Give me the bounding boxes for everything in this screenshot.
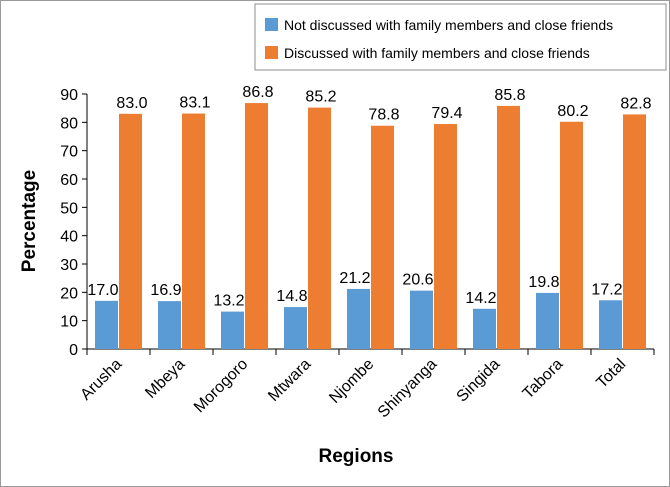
data-label: 17.0 [87,282,118,299]
bar-not-discussed [221,311,244,349]
data-label: 78.8 [368,107,399,124]
data-label: 19.8 [528,274,559,291]
bar-not-discussed [599,300,622,349]
bar-discussed [245,103,268,349]
bar-not-discussed [473,308,496,349]
data-label: 14.2 [465,290,496,307]
bar-discussed [623,114,646,350]
x-tick-label: Total [593,356,629,392]
y-tick-label: 30 [60,257,78,274]
data-label: 83.0 [116,95,147,112]
legend-box [254,3,667,71]
bar-discussed [119,113,142,349]
y-tick-label: 80 [60,115,78,132]
legend-label-not-discussed: Not discussed with family members and cl… [284,17,613,33]
x-tick-label: Mbeya [142,356,188,402]
y-tick-label: 20 [60,285,78,302]
data-label: 82.8 [620,95,651,112]
y-tick-label: 90 [60,87,78,104]
legend: Not discussed with family members and cl… [254,3,667,71]
x-tick-label: Shinyanga [375,356,441,422]
x-tick-label: Arusha [77,356,125,404]
plot-area: 0 10 20 30 40 50 60 70 80 90 Arusha Mbeya Morogoro Mt… [60,84,655,422]
data-label: 17.2 [591,281,622,298]
x-tick-label: Morogoro [191,356,252,417]
data-label: 21.2 [339,270,370,287]
y-tick-label: 70 [60,144,78,161]
y-tick-label: 60 [60,172,78,189]
x-tick-label: Mtwara [265,356,314,405]
legend-swatch-not-discussed [265,18,278,31]
bar-not-discussed [95,300,118,349]
bar-not-discussed [410,290,433,349]
x-tick-label: Tabora [520,356,567,403]
data-label: 14.8 [276,288,307,305]
bar-discussed [308,107,331,349]
data-label: 13.2 [213,293,244,310]
bar-not-discussed [284,307,307,349]
y-axis-title: Percentage [19,170,40,272]
data-label: 16.9 [150,282,181,299]
bar-discussed [497,105,520,350]
bar-discussed [434,124,457,350]
data-label: 80.2 [557,103,588,120]
data-label: 85.8 [494,87,525,104]
bar-not-discussed [536,292,559,349]
y-tick-label: 0 [69,342,78,359]
bar-discussed [371,125,394,349]
bar-not-discussed [347,288,370,349]
data-label: 79.4 [431,105,462,122]
data-label: 85.2 [305,89,336,106]
legend-swatch-discussed [265,46,278,59]
x-tick-label: Njombe [326,356,377,407]
data-label: 20.6 [402,272,433,289]
bar-discussed [182,113,205,349]
y-tick-label: 50 [60,200,78,217]
x-axis-title: Regions [319,446,394,467]
data-label: 86.8 [242,84,273,101]
bar-not-discussed [158,301,181,349]
bar-discussed [560,121,583,350]
x-tick-label: Singida [454,356,504,406]
data-label: 83.1 [179,95,210,112]
y-tick-label: 10 [60,314,78,331]
legend-label-discussed: Discussed with family members and close … [284,45,590,61]
y-tick-label: 40 [60,229,78,246]
